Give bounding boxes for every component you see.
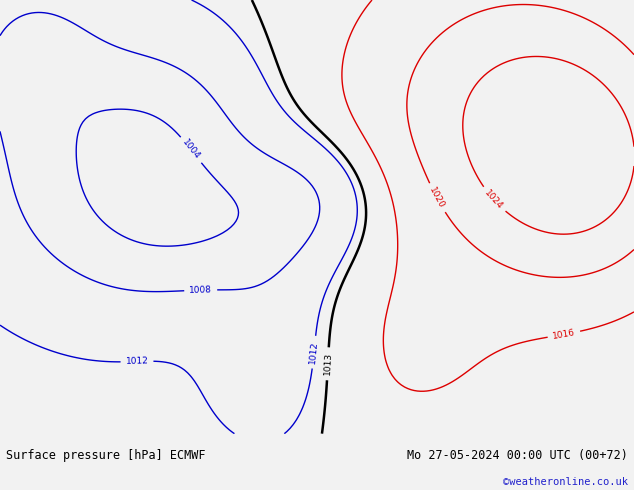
Text: Mo 27-05-2024 00:00 UTC (00+72): Mo 27-05-2024 00:00 UTC (00+72) bbox=[407, 448, 628, 462]
Text: 1012: 1012 bbox=[308, 341, 320, 364]
Text: 1013: 1013 bbox=[323, 352, 333, 375]
Text: 1024: 1024 bbox=[483, 188, 505, 211]
Text: Surface pressure [hPa] ECMWF: Surface pressure [hPa] ECMWF bbox=[6, 448, 206, 462]
Text: 1008: 1008 bbox=[189, 285, 212, 295]
Text: 1016: 1016 bbox=[552, 328, 576, 341]
Text: 1020: 1020 bbox=[428, 186, 446, 210]
Text: 1012: 1012 bbox=[126, 357, 148, 367]
Text: 1004: 1004 bbox=[181, 138, 202, 162]
Text: ©weatheronline.co.uk: ©weatheronline.co.uk bbox=[503, 477, 628, 487]
